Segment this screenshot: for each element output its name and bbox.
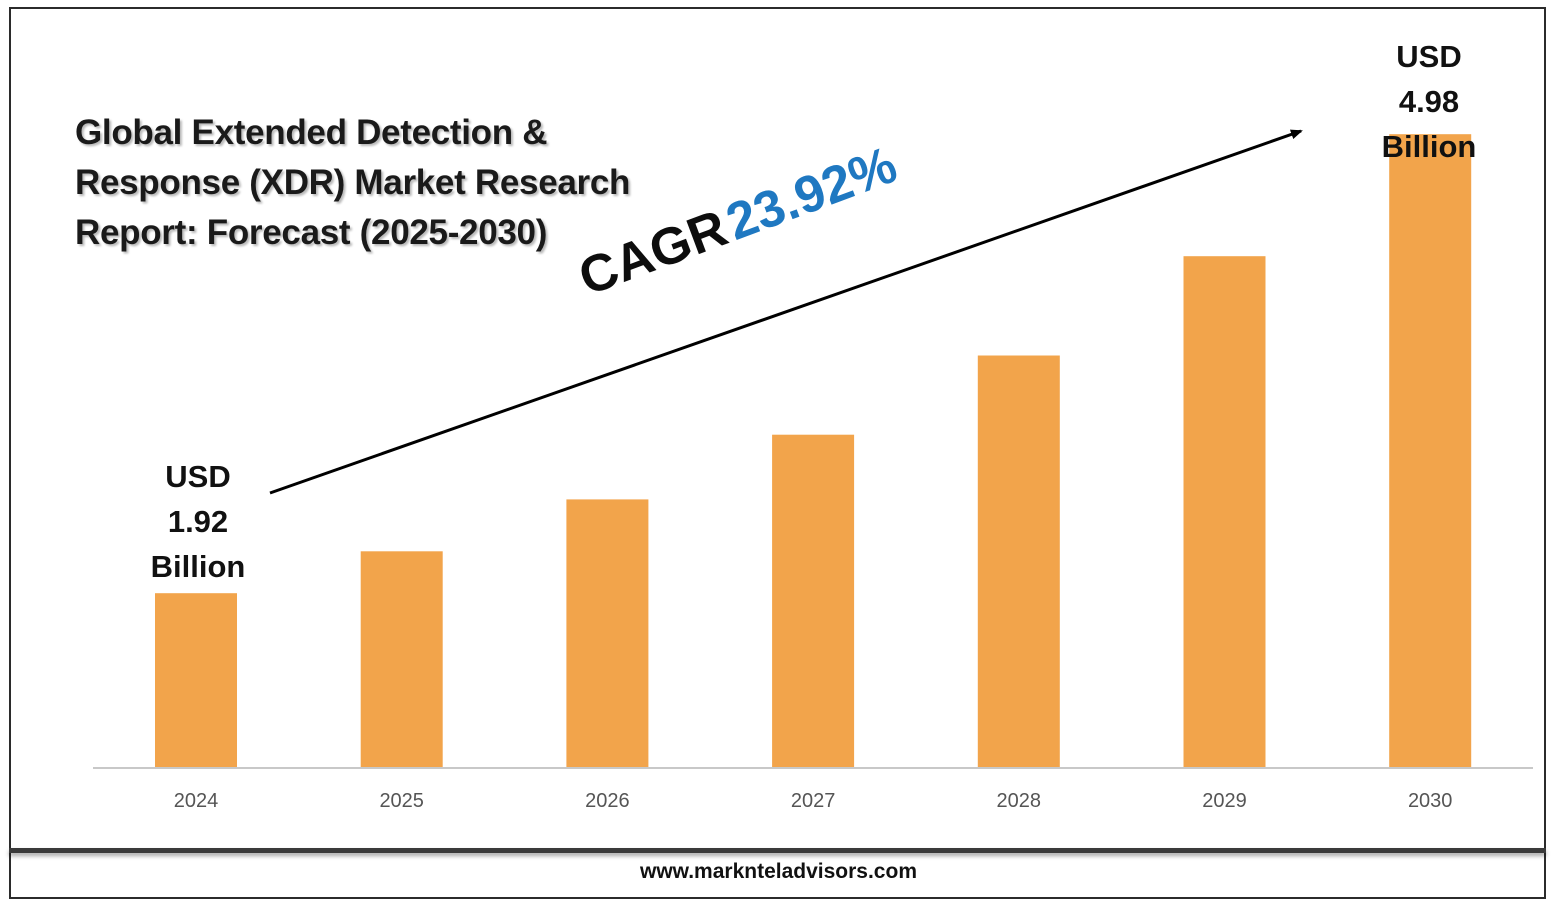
bar-2024: [155, 593, 237, 768]
x-tick-label-2024: 2024: [174, 790, 219, 812]
bar-2028: [977, 355, 1060, 768]
end-callout-value: 4.98: [1398, 84, 1460, 119]
x-tick-label-2030: 2030: [1408, 790, 1453, 812]
end-callout-currency: USD: [1396, 39, 1462, 74]
title-line-3: Report: Forecast (2025-2030): [75, 213, 548, 252]
title-line-1: Global Extended Detection &: [75, 113, 548, 152]
x-tick-label-2027: 2027: [791, 790, 836, 812]
x-tick-label-2028: 2028: [997, 790, 1042, 812]
x-tick-label-2026: 2026: [585, 790, 630, 812]
start-value-callout: USD 1.92 Billion: [98, 454, 298, 589]
bar-2029: [1183, 256, 1266, 768]
bar-2030: [1389, 134, 1472, 768]
start-callout-unit: Billion: [150, 549, 246, 584]
bar-2027: [772, 434, 855, 768]
x-tick-label-2029: 2029: [1202, 790, 1247, 812]
start-callout-currency: USD: [165, 459, 231, 494]
bar-2026: [566, 499, 649, 768]
trend-arrow: [269, 129, 1303, 495]
end-callout-unit: Billion: [1381, 129, 1477, 164]
bar-2025: [360, 551, 443, 768]
end-value-callout: USD 4.98 Billion: [1329, 34, 1529, 169]
chart-title: Global Extended Detection & Response (XD…: [75, 108, 695, 258]
x-tick-label-2025: 2025: [379, 790, 424, 812]
title-line-2: Response (XDR) Market Research: [75, 163, 631, 202]
start-callout-value: 1.92: [167, 504, 229, 539]
footer-divider: [9, 848, 1546, 853]
chart-frame: [9, 7, 1546, 899]
footer-website-link[interactable]: www.marknteladvisors.com: [640, 860, 917, 883]
